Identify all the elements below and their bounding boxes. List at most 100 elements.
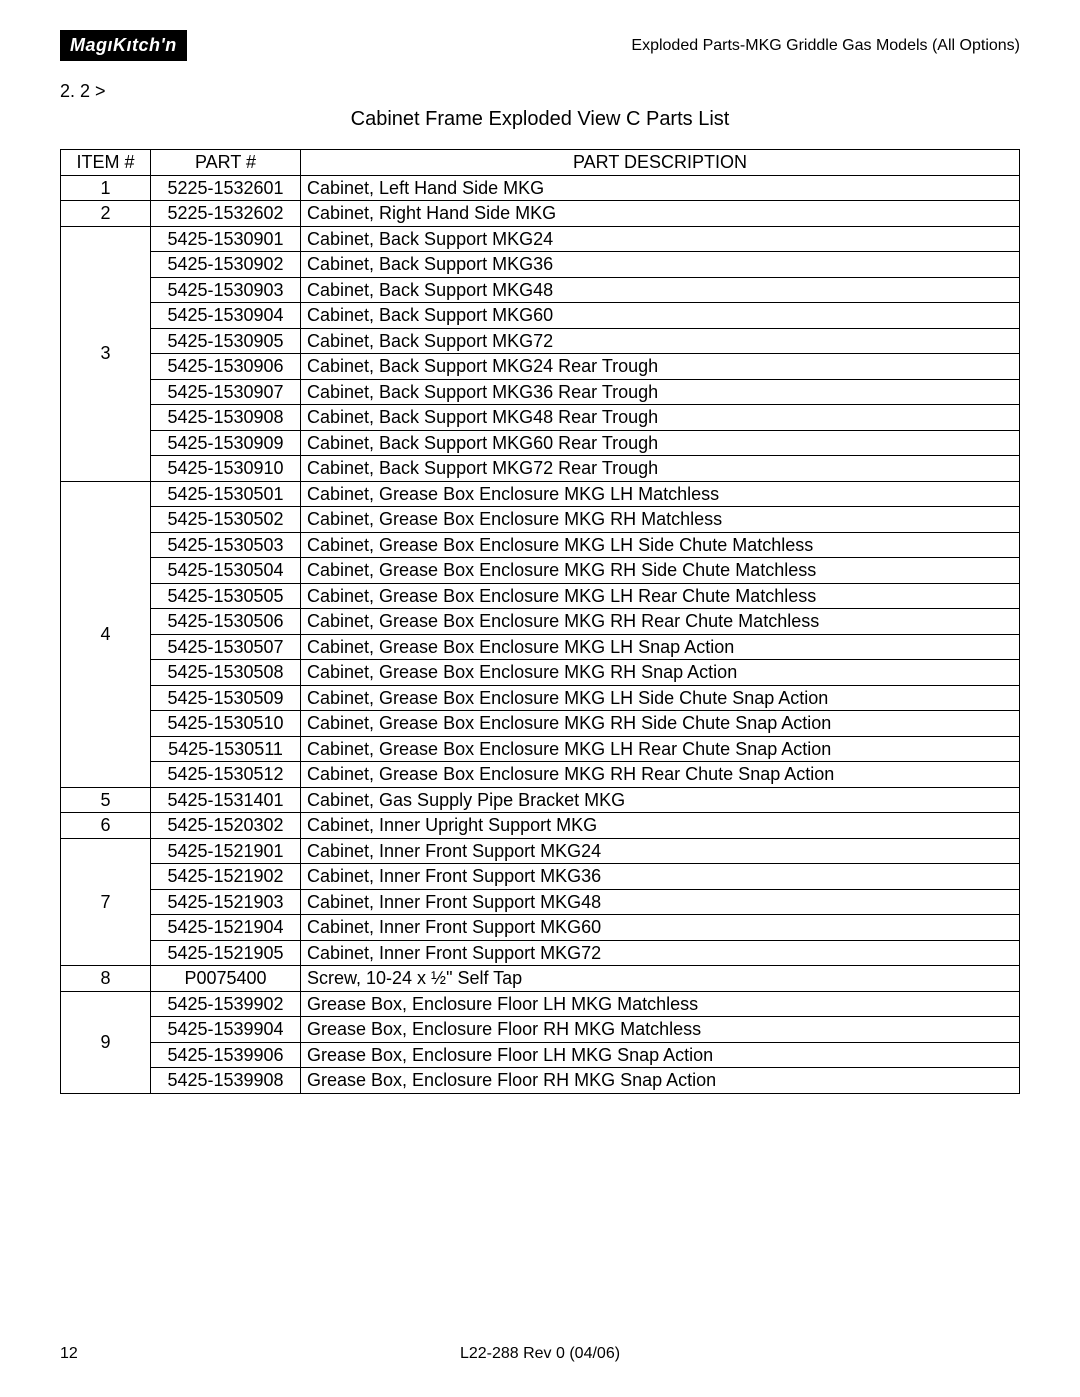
table-row: 5425-1539906Grease Box, Enclosure Floor … [61,1042,1020,1068]
table-row: 5425-1530909Cabinet, Back Support MKG60 … [61,430,1020,456]
cell-part: 5425-1530509 [151,685,301,711]
cell-description: Cabinet, Back Support MKG36 Rear Trough [301,379,1020,405]
table-row: 35425-1530901Cabinet, Back Support MKG24 [61,226,1020,252]
table-row: 5425-1530512Cabinet, Grease Box Enclosur… [61,762,1020,788]
cell-description: Cabinet, Back Support MKG72 Rear Trough [301,456,1020,482]
cell-description: Cabinet, Grease Box Enclosure MKG LH Mat… [301,481,1020,507]
table-row: 5425-1530510Cabinet, Grease Box Enclosur… [61,711,1020,737]
cell-description: Cabinet, Back Support MKG48 [301,277,1020,303]
cell-description: Cabinet, Grease Box Enclosure MKG LH Rea… [301,583,1020,609]
table-row: 5425-1530905Cabinet, Back Support MKG72 [61,328,1020,354]
cell-description: Cabinet, Grease Box Enclosure MKG RH Sid… [301,558,1020,584]
header-title: Exploded Parts-MKG Griddle Gas Models (A… [631,37,1020,55]
table-row: 65425-1520302Cabinet, Inner Upright Supp… [61,813,1020,839]
cell-item: 2 [61,201,151,227]
parts-table: ITEM # PART # PART DESCRIPTION 15225-153… [60,149,1020,1094]
cell-description: Cabinet, Inner Front Support MKG48 [301,889,1020,915]
cell-description: Cabinet, Grease Box Enclosure MKG RH Rea… [301,609,1020,635]
table-row: 5425-1530506Cabinet, Grease Box Enclosur… [61,609,1020,635]
cell-description: Cabinet, Inner Upright Support MKG [301,813,1020,839]
table-row: 95425-1539902Grease Box, Enclosure Floor… [61,991,1020,1017]
cell-description: Cabinet, Back Support MKG48 Rear Trough [301,405,1020,431]
cell-description: Grease Box, Enclosure Floor LH MKG Snap … [301,1042,1020,1068]
cell-part: 5425-1530901 [151,226,301,252]
cell-part: 5425-1530504 [151,558,301,584]
cell-part: 5425-1521902 [151,864,301,890]
cell-description: Cabinet, Inner Front Support MKG36 [301,864,1020,890]
cell-part: 5425-1520302 [151,813,301,839]
cell-part: 5425-1539902 [151,991,301,1017]
cell-item: 5 [61,787,151,813]
cell-description: Grease Box, Enclosure Floor RH MKG Match… [301,1017,1020,1043]
cell-item: 9 [61,991,151,1093]
table-row: 5425-1530503Cabinet, Grease Box Enclosur… [61,532,1020,558]
page-footer: 12 L22-288 Rev 0 (04/06) [60,1345,1020,1363]
cell-part: 5425-1530908 [151,405,301,431]
cell-item: 7 [61,838,151,966]
cell-part: 5425-1530903 [151,277,301,303]
table-row: 5425-1530904Cabinet, Back Support MKG60 [61,303,1020,329]
footer-page-number: 12 [60,1345,78,1363]
cell-description: Cabinet, Left Hand Side MKG [301,175,1020,201]
cell-part: 5425-1530902 [151,252,301,278]
cell-description: Cabinet, Grease Box Enclosure MKG RH Sid… [301,711,1020,737]
cell-part: 5425-1530511 [151,736,301,762]
cell-part: 5425-1530510 [151,711,301,737]
table-row: 55425-1531401Cabinet, Gas Supply Pipe Br… [61,787,1020,813]
col-desc: PART DESCRIPTION [301,150,1020,176]
table-row: 45425-1530501Cabinet, Grease Box Enclosu… [61,481,1020,507]
table-row: 5425-1530902Cabinet, Back Support MKG36 [61,252,1020,278]
table-header-row: ITEM # PART # PART DESCRIPTION [61,150,1020,176]
cell-description: Cabinet, Grease Box Enclosure MKG LH Sid… [301,532,1020,558]
cell-description: Grease Box, Enclosure Floor LH MKG Match… [301,991,1020,1017]
cell-description: Cabinet, Grease Box Enclosure MKG LH Sna… [301,634,1020,660]
cell-description: Cabinet, Grease Box Enclosure MKG RH Sna… [301,660,1020,686]
cell-part: 5425-1530507 [151,634,301,660]
table-row: 5425-1530907Cabinet, Back Support MKG36 … [61,379,1020,405]
cell-item: 4 [61,481,151,787]
cell-item: 8 [61,966,151,992]
cell-part: 5425-1530905 [151,328,301,354]
table-row: 15225-1532601Cabinet, Left Hand Side MKG [61,175,1020,201]
col-part: PART # [151,150,301,176]
cell-part: 5425-1530906 [151,354,301,380]
table-row: 5425-1539908Grease Box, Enclosure Floor … [61,1068,1020,1094]
brand-logo: MagıKıtch'n [60,30,187,61]
table-row: 5425-1539904Grease Box, Enclosure Floor … [61,1017,1020,1043]
cell-description: Cabinet, Gas Supply Pipe Bracket MKG [301,787,1020,813]
cell-description: Cabinet, Inner Front Support MKG60 [301,915,1020,941]
page-header: MagıKıtch'n Exploded Parts-MKG Griddle G… [60,30,1020,61]
cell-part: 5425-1530501 [151,481,301,507]
cell-part: 5425-1539906 [151,1042,301,1068]
table-row: 5425-1521904Cabinet, Inner Front Support… [61,915,1020,941]
table-row: 5425-1530908Cabinet, Back Support MKG48 … [61,405,1020,431]
page-title: Cabinet Frame Exploded View C Parts List [60,108,1020,131]
footer-doc-rev: L22-288 Rev 0 (04/06) [60,1345,1020,1363]
cell-description: Cabinet, Inner Front Support MKG24 [301,838,1020,864]
page: MagıKıtch'n Exploded Parts-MKG Griddle G… [0,0,1080,1094]
table-row: 5425-1530903Cabinet, Back Support MKG48 [61,277,1020,303]
cell-part: 5425-1521901 [151,838,301,864]
cell-part: 5425-1530508 [151,660,301,686]
section-number: 2. 2 > [60,81,1020,102]
cell-part: 5425-1530512 [151,762,301,788]
table-row: 5425-1530508Cabinet, Grease Box Enclosur… [61,660,1020,686]
cell-part: 5425-1530904 [151,303,301,329]
table-row: 5425-1530504Cabinet, Grease Box Enclosur… [61,558,1020,584]
cell-description: Cabinet, Grease Box Enclosure MKG RH Mat… [301,507,1020,533]
table-row: 5425-1521905Cabinet, Inner Front Support… [61,940,1020,966]
table-row: 5425-1530509Cabinet, Grease Box Enclosur… [61,685,1020,711]
cell-part: 5425-1530909 [151,430,301,456]
cell-part: 5425-1521905 [151,940,301,966]
cell-part: 5425-1530502 [151,507,301,533]
table-row: 8P0075400Screw, 10-24 x ½" Self Tap [61,966,1020,992]
cell-description: Cabinet, Back Support MKG60 Rear Trough [301,430,1020,456]
cell-description: Cabinet, Back Support MKG60 [301,303,1020,329]
cell-part: 5425-1530910 [151,456,301,482]
cell-description: Cabinet, Back Support MKG36 [301,252,1020,278]
cell-description: Cabinet, Back Support MKG24 [301,226,1020,252]
table-row: 5425-1521903Cabinet, Inner Front Support… [61,889,1020,915]
col-item: ITEM # [61,150,151,176]
cell-description: Cabinet, Inner Front Support MKG72 [301,940,1020,966]
cell-description: Screw, 10-24 x ½" Self Tap [301,966,1020,992]
